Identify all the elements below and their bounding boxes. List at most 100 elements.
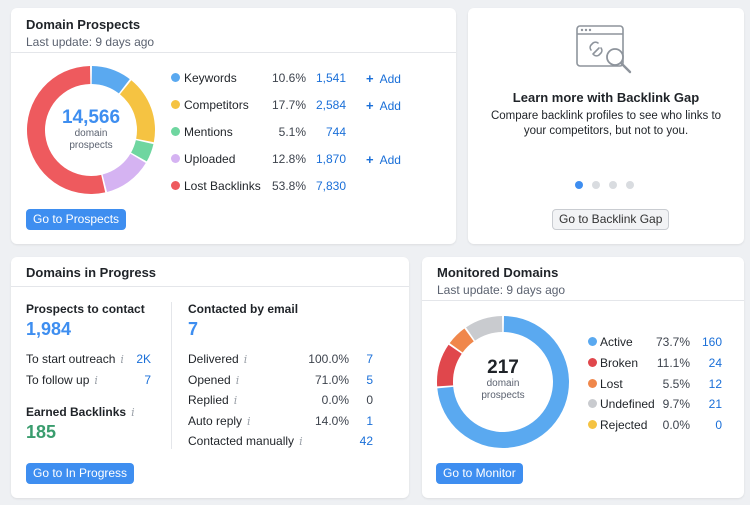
legend-row: Undefined 9.7% 21 (588, 397, 738, 418)
add-button[interactable]: + Add (366, 71, 401, 86)
legend-value[interactable]: 160 (701, 335, 722, 349)
monitored-domains-card: Monitored Domains Last update: 9 days ag… (422, 257, 744, 498)
monitored-slice-lost[interactable] (449, 328, 474, 353)
monitored-slice-undefined[interactable] (466, 316, 503, 341)
legend-value[interactable]: 2,584 (315, 98, 346, 112)
email-stat-value[interactable]: 1 (366, 413, 373, 428)
prospects-to-contact-value[interactable]: 1,984 (26, 319, 72, 339)
legend-label: Undefined (600, 397, 655, 412)
info-icon[interactable]: i (247, 414, 251, 428)
legend-dot (588, 357, 597, 367)
info-icon[interactable]: i (235, 373, 240, 387)
prospects-to-contact-label: Prospects to contact (26, 302, 145, 316)
legend-value[interactable]: 744 (325, 125, 346, 139)
promo-text-line-1: Compare backlink profiles to see who lin… (490, 110, 722, 122)
monitored-total-label-2: prospects (481, 390, 525, 401)
info-icon[interactable]: i (233, 394, 238, 408)
legend-dot (588, 378, 597, 388)
add-label: Add (379, 72, 401, 86)
legend-label: Rejected (600, 418, 648, 433)
carousel-dot[interactable] (609, 181, 617, 189)
email-stat-label: Opened i (188, 373, 239, 387)
legend-row: Rejected 0.0% 0 (588, 418, 738, 439)
monitored-domains-subtitle: Last update: 9 days ago (437, 283, 566, 297)
info-icon[interactable]: i (299, 435, 303, 449)
go-to-monitor-button[interactable]: Go to Monitor (436, 463, 523, 484)
monitored-total-label-1: domain (486, 378, 520, 389)
monitored-donut-center: 217 domain prospects (453, 358, 553, 402)
prospects-slice-competitors[interactable] (119, 80, 155, 143)
legend-label: Competitors (184, 98, 249, 112)
add-button[interactable]: + Add (366, 152, 401, 167)
legend-percent: 11.1% (656, 355, 690, 370)
legend-row: Lost 5.5% 12 (588, 377, 738, 398)
legend-row: Mentions 5.1% 744 (171, 125, 451, 152)
email-stat-percent: 14.0% (314, 413, 349, 428)
monitored-donut-chart (437, 316, 569, 448)
legend-value[interactable]: 1,541 (315, 71, 346, 85)
email-stat-value[interactable]: 42 (359, 434, 373, 449)
divider (11, 52, 456, 53)
earned-backlinks-value: 185 (26, 422, 57, 442)
plus-icon: + (366, 98, 374, 113)
backlink-gap-promo-card: Learn more with Backlink Gap Compare bac… (468, 8, 744, 244)
carousel-dot[interactable] (575, 181, 583, 189)
prospects-donut-chart (26, 66, 155, 194)
email-stat-text: Contacted manually (188, 434, 295, 449)
legend-dot (171, 127, 180, 136)
legend-value[interactable]: 21 (708, 397, 722, 412)
email-stat-text: Opened (188, 372, 231, 387)
prospects-slice-uploaded[interactable] (102, 153, 146, 192)
go-to-in-progress-button[interactable]: Go to In Progress (26, 463, 135, 484)
to-start-outreach-text: To start outreach (26, 352, 116, 366)
legend-percent: 5.5% (662, 376, 690, 391)
to-start-outreach-value[interactable]: 2K (136, 352, 151, 366)
prospects-total: 14,566 (61, 107, 121, 128)
prospects-total-label-1: domain (74, 128, 108, 139)
email-stat-text: Delivered (188, 352, 239, 366)
domains-in-progress-title: Domains in Progress (26, 265, 157, 280)
carousel-dot[interactable] (592, 181, 600, 189)
monitored-slice-broken[interactable] (437, 344, 462, 387)
domain-prospects-card: Domain Prospects Last update: 9 days ago… (11, 8, 456, 244)
prospects-slice-keywords[interactable] (91, 66, 130, 94)
email-stat-percent: 100.0% (308, 352, 349, 366)
email-stat-label: Replied i (188, 393, 237, 407)
promo-title: Learn more with Backlink Gap (512, 90, 700, 105)
legend-percent: 17.7% (271, 98, 306, 112)
legend-value[interactable]: 1,870 (315, 152, 346, 166)
add-button[interactable]: + Add (366, 98, 401, 113)
prospects-slice-mentions[interactable] (131, 140, 154, 162)
legend-row: Competitors 17.7% 2,584 + Add (171, 98, 451, 125)
to-start-outreach-label: To start outreach i (26, 352, 124, 366)
to-follow-up-value[interactable]: 7 (144, 373, 151, 387)
legend-value[interactable]: 0 (715, 418, 722, 433)
email-stat-text: Auto reply (188, 413, 243, 428)
plus-icon: + (366, 71, 374, 86)
divider (422, 300, 744, 301)
earned-backlinks-label: Earned Backlinks i (26, 405, 135, 419)
email-stat-value[interactable]: 5 (366, 372, 373, 387)
legend-dot (171, 100, 180, 109)
legend-value[interactable]: 24 (708, 355, 722, 370)
info-icon[interactable]: i (120, 353, 124, 366)
info-icon[interactable]: i (94, 374, 98, 387)
divider (11, 286, 409, 287)
prospects-slice-lost-backlinks[interactable] (26, 66, 106, 194)
email-stat-label: Delivered i (188, 352, 247, 366)
legend-dot (171, 154, 180, 163)
monitored-legend: Active 73.7% 160 Broken 11.1% 24 Lost 5.5% 12 Und… (588, 335, 738, 439)
add-label: Add (379, 99, 401, 113)
legend-value[interactable]: 7,830 (315, 179, 346, 193)
legend-value[interactable]: 12 (708, 376, 722, 391)
domains-in-progress-card: Domains in Progress Prospects to contact… (11, 257, 409, 498)
go-to-backlink-gap-button[interactable]: Go to Backlink Gap (552, 209, 670, 230)
email-stat-value[interactable]: 7 (366, 352, 373, 366)
carousel-dot[interactable] (626, 181, 634, 189)
legend-label: Broken (600, 355, 639, 370)
email-stat-percent: 71.0% (314, 372, 349, 387)
info-icon[interactable]: i (131, 406, 135, 419)
go-to-prospects-button[interactable]: Go to Prospects (26, 209, 127, 230)
info-icon[interactable]: i (243, 353, 248, 366)
legend-percent: 73.7% (655, 335, 690, 349)
